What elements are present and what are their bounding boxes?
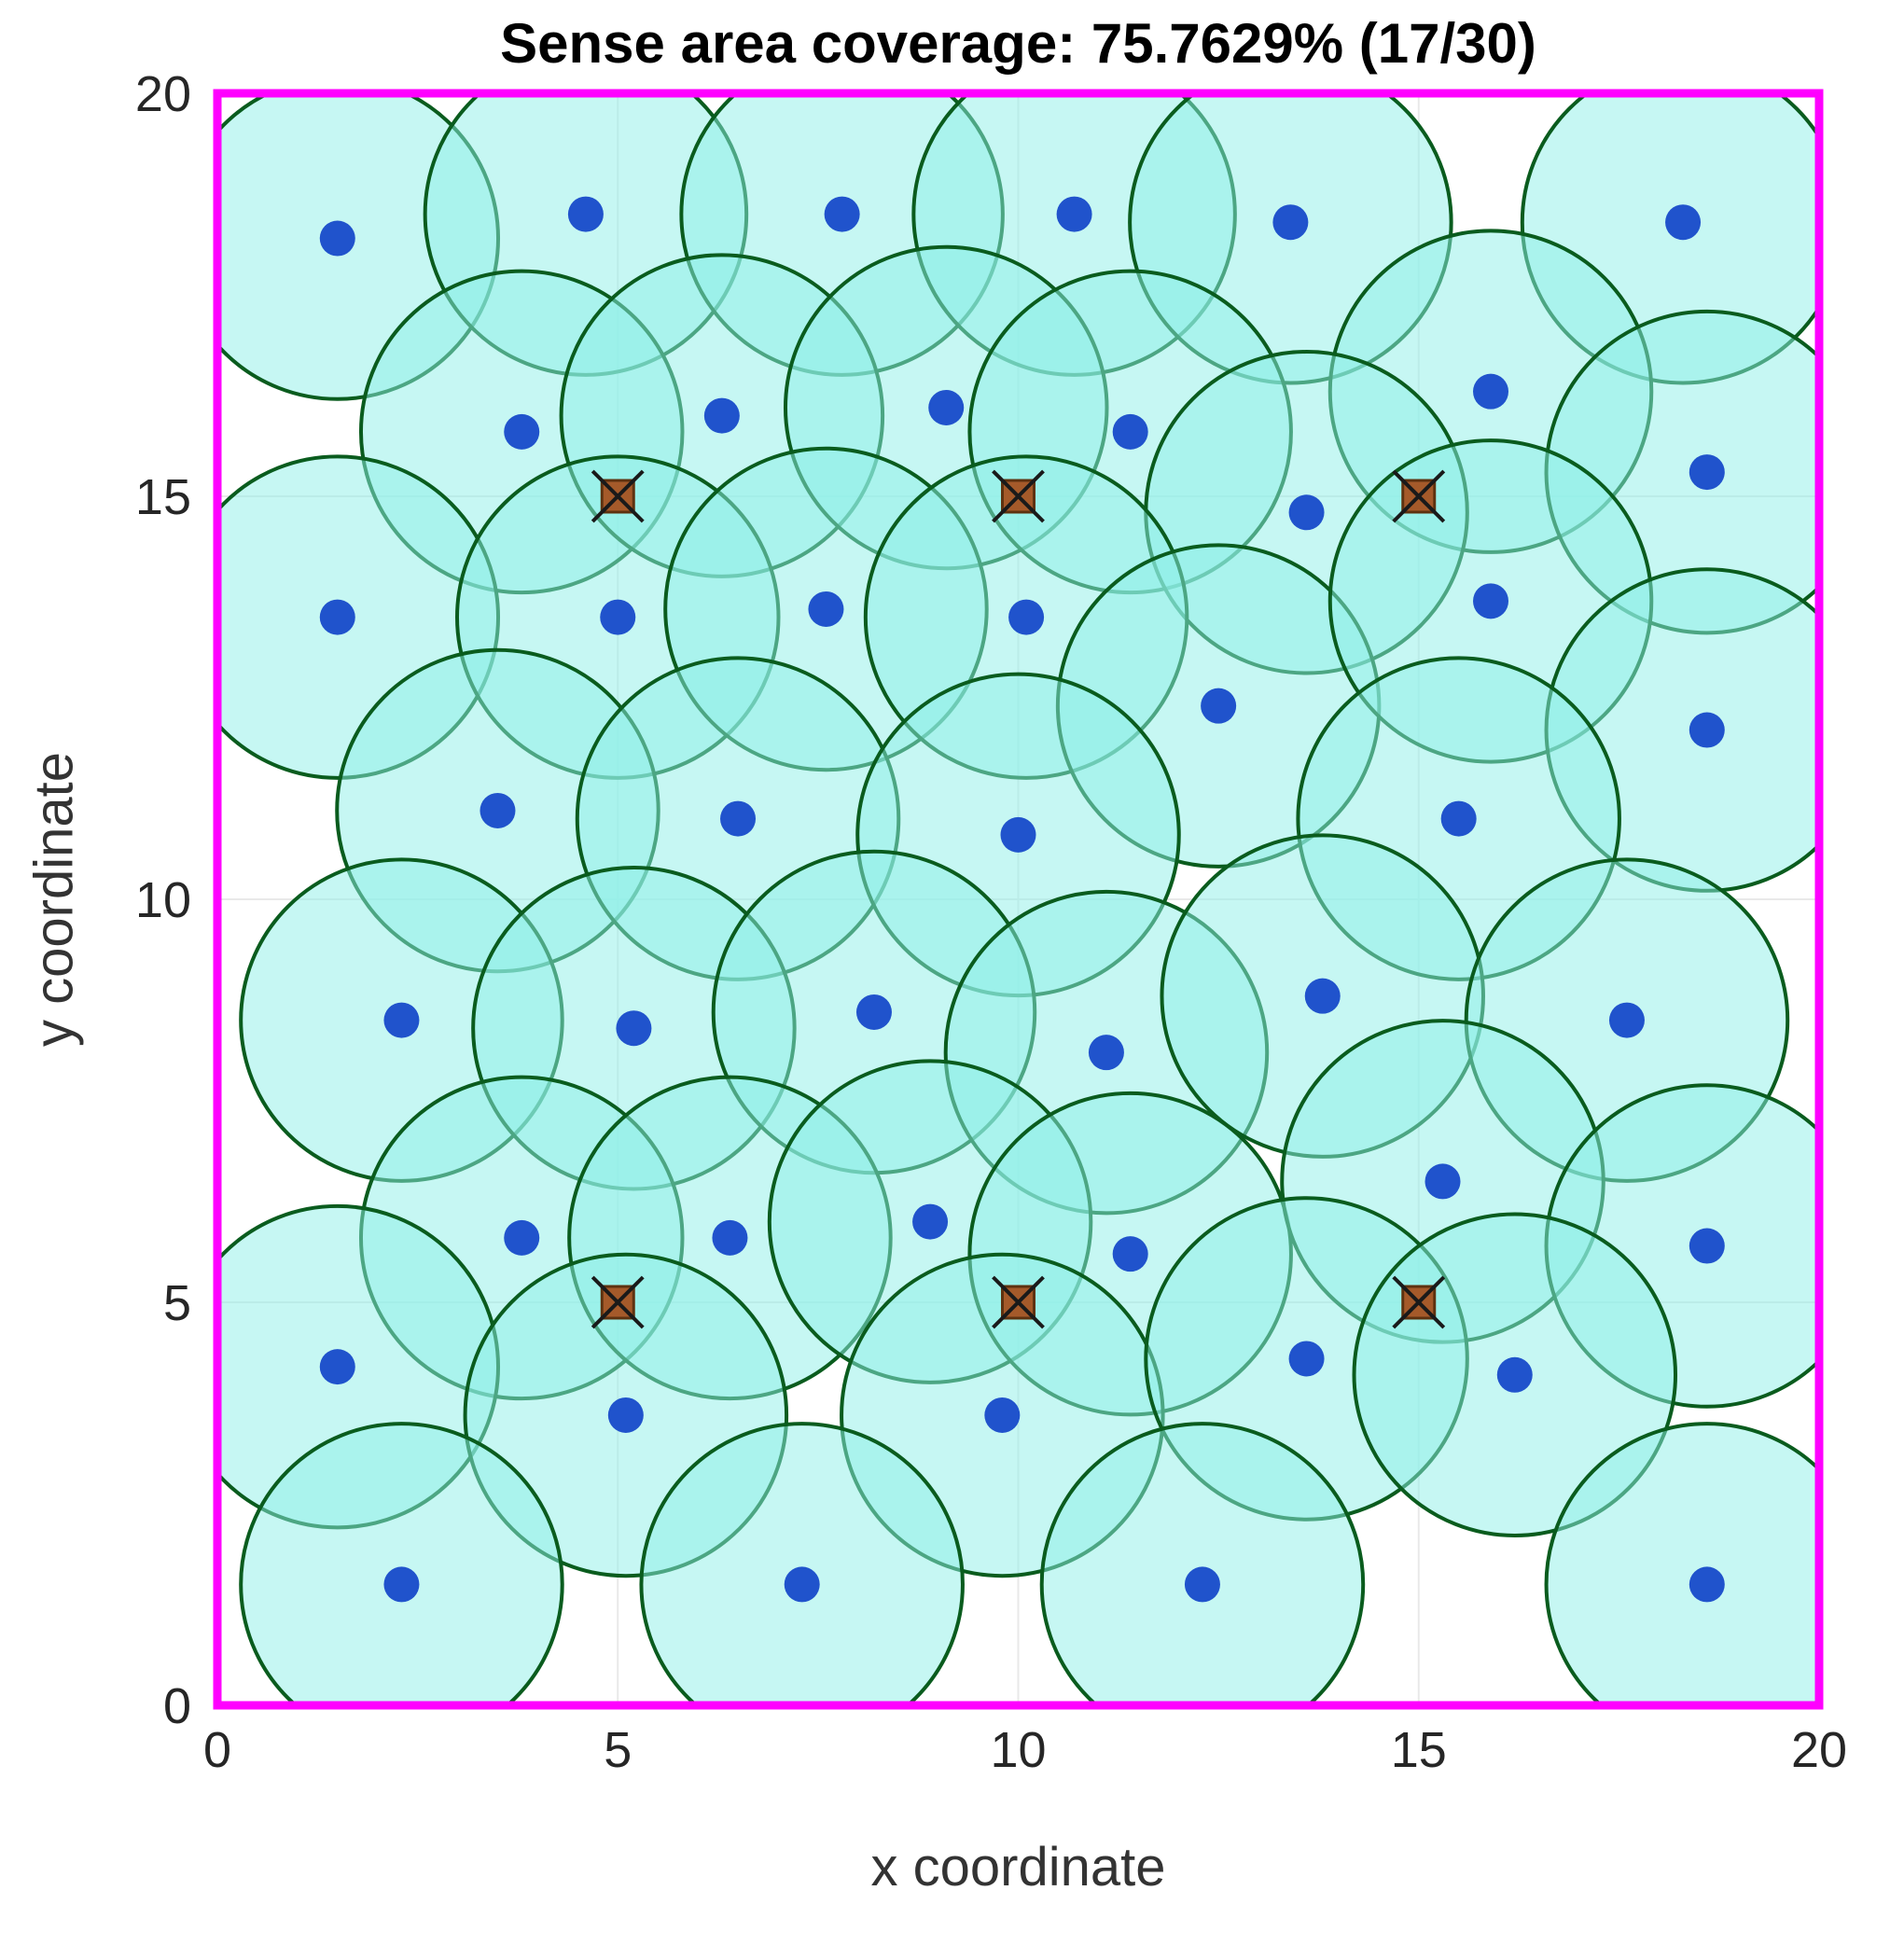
sensor-dot — [479, 792, 516, 828]
sensor-dot — [1000, 816, 1036, 853]
sensor-dot — [928, 389, 965, 425]
sensor-dot — [1112, 1236, 1148, 1272]
sensor-dot — [607, 1397, 644, 1433]
x-tick-label: 0 — [203, 1722, 231, 1778]
sensor-dot — [1056, 196, 1092, 232]
sensor-dot — [1473, 583, 1509, 619]
chart-title: Sense area coverage: 75.7629% (17/30) — [500, 12, 1536, 75]
x-tick-label: 15 — [1391, 1722, 1447, 1778]
y-tick-label: 10 — [135, 872, 191, 928]
y-tick-label: 15 — [135, 469, 191, 525]
sensor-dot — [1608, 1002, 1645, 1038]
x-tick-label: 20 — [1791, 1722, 1847, 1778]
target-x-mark — [992, 469, 1045, 523]
sensor-dot — [824, 196, 860, 232]
sensor-dot — [808, 591, 844, 627]
sensor-dot — [1473, 373, 1509, 410]
sensor-dot — [567, 196, 604, 232]
sensor-dot — [1689, 454, 1725, 491]
sensor-dot — [1288, 1341, 1325, 1377]
sensor-dot — [600, 599, 636, 635]
sensor-dot — [1689, 712, 1725, 748]
x-tick-label: 5 — [604, 1722, 632, 1778]
sensor-dot — [784, 1566, 820, 1603]
sensor-dot — [1184, 1566, 1220, 1603]
sensor-dot — [504, 413, 540, 450]
plot-boundary — [213, 89, 1824, 1710]
sensor-dot — [319, 220, 355, 257]
sensor-dot — [1689, 1566, 1725, 1603]
sensor-dot — [504, 1219, 540, 1256]
y-tick-label: 20 — [135, 66, 191, 122]
sensor-dot — [1425, 1163, 1461, 1200]
target-x-mark — [992, 1275, 1045, 1329]
sensor-dot — [1112, 413, 1148, 450]
sensor-dot — [1272, 204, 1309, 241]
sensor-dot — [1496, 1356, 1533, 1393]
sensor-dot — [1201, 688, 1237, 724]
sensor-range-circle — [239, 1422, 564, 1705]
sensor-dot — [720, 800, 757, 837]
sensor-dot — [383, 1002, 420, 1038]
y-tick-label: 5 — [163, 1275, 191, 1331]
target-x-mark — [1392, 1275, 1446, 1329]
sensor-dot — [1665, 204, 1702, 241]
target-x-mark — [591, 469, 645, 523]
y-tick-label: 0 — [163, 1678, 191, 1734]
x-tick-label: 10 — [990, 1722, 1046, 1778]
sensor-dot — [1689, 1228, 1725, 1264]
sensor-dot — [1008, 599, 1045, 635]
sensor-range-circle — [1544, 1422, 1819, 1705]
sensor-dot — [383, 1566, 420, 1603]
sensor-dot — [1088, 1035, 1124, 1071]
sensor-range-circle — [1039, 1422, 1366, 1705]
target-x-mark — [1392, 469, 1446, 523]
sensor-dot — [319, 1349, 355, 1385]
sensor-dot — [912, 1203, 949, 1240]
sensor-dot — [1304, 978, 1341, 1014]
target-x-mark — [591, 1275, 645, 1329]
sensor-dot — [703, 397, 740, 434]
sensor-dot — [855, 994, 892, 1030]
sensor-dot — [984, 1397, 1021, 1433]
sensor-range-circle — [639, 1422, 965, 1705]
sensor-dot — [319, 599, 355, 635]
y-axis-label: y coordinate — [23, 752, 85, 1047]
sensor-dot — [1288, 494, 1325, 531]
sensor-dot — [616, 1010, 652, 1047]
sensor-dot — [712, 1219, 748, 1256]
x-axis-label: x coordinate — [870, 1837, 1166, 1897]
sensor-dot — [1440, 800, 1477, 837]
